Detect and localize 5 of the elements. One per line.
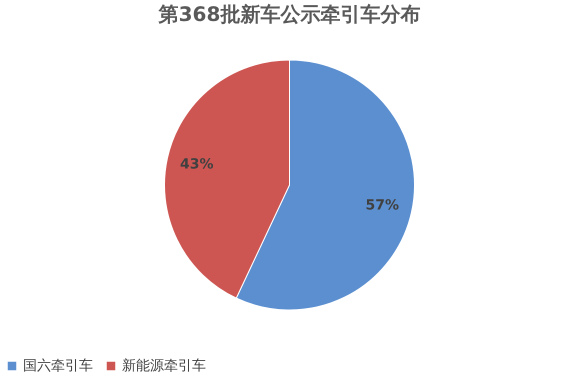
chart-title: 第368批新车公示牵引车分布	[158, 2, 420, 26]
legend-label: 国六牵引车	[23, 358, 93, 374]
data-label: 43%	[180, 156, 214, 172]
data-label: 57%	[365, 198, 399, 214]
legend-label: 新能源牵引车	[122, 358, 206, 374]
